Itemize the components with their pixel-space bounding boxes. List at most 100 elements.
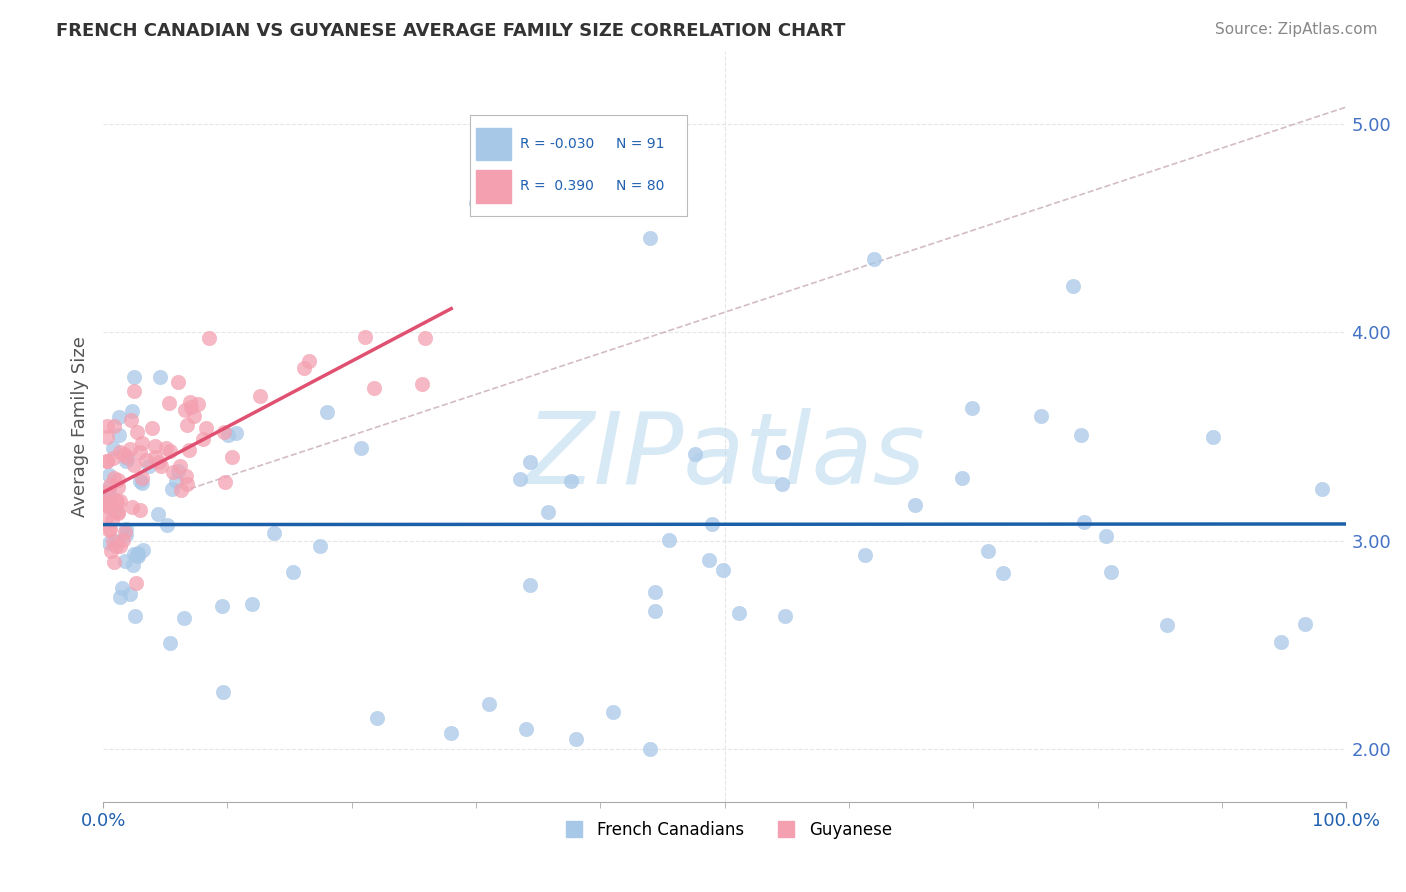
Point xyxy=(131,476,153,491)
Point xyxy=(115,522,138,536)
Point xyxy=(103,555,125,569)
Point xyxy=(564,731,586,746)
Point xyxy=(122,458,145,472)
Point xyxy=(107,506,129,520)
Point xyxy=(773,609,796,624)
Point xyxy=(1095,529,1118,543)
Point xyxy=(103,450,125,465)
Point xyxy=(173,611,195,625)
Point xyxy=(560,475,582,489)
Point xyxy=(96,418,118,433)
Point xyxy=(770,477,793,491)
Point xyxy=(124,547,146,561)
Point xyxy=(191,432,214,446)
Point xyxy=(214,475,236,489)
Point xyxy=(1294,617,1316,632)
Point xyxy=(135,453,157,467)
Point xyxy=(952,471,974,485)
Point xyxy=(98,536,121,550)
Text: ZIPatlas: ZIPatlas xyxy=(524,408,925,505)
Point xyxy=(96,454,118,468)
Point xyxy=(177,442,200,457)
Point xyxy=(104,493,127,508)
Point xyxy=(124,575,146,590)
Text: Source: ZipAtlas.com: Source: ZipAtlas.com xyxy=(1215,22,1378,37)
Point xyxy=(638,742,661,756)
Point xyxy=(131,543,153,558)
Point xyxy=(105,534,128,549)
Point xyxy=(96,454,118,468)
Point xyxy=(98,489,121,503)
Point xyxy=(118,442,141,456)
Point xyxy=(124,609,146,624)
Point xyxy=(1099,565,1122,579)
Point xyxy=(101,513,124,527)
Point xyxy=(728,606,751,620)
Point xyxy=(108,494,131,508)
Point xyxy=(366,711,388,725)
Point xyxy=(411,376,433,391)
Point xyxy=(176,477,198,491)
Point xyxy=(176,417,198,432)
Point xyxy=(1156,617,1178,632)
Point xyxy=(105,539,128,553)
Point xyxy=(122,370,145,384)
Point xyxy=(440,725,463,739)
Point xyxy=(97,493,120,508)
Point xyxy=(644,584,666,599)
Point xyxy=(129,474,152,488)
Point xyxy=(108,409,131,424)
Point xyxy=(107,474,129,488)
Point xyxy=(683,447,706,461)
Point xyxy=(465,196,488,211)
Point xyxy=(146,507,169,521)
Point xyxy=(1073,515,1095,529)
Point xyxy=(159,636,181,650)
Point xyxy=(118,587,141,601)
Point xyxy=(115,528,138,542)
Point xyxy=(170,483,193,497)
Point xyxy=(101,533,124,548)
Point xyxy=(160,482,183,496)
Point xyxy=(853,548,876,562)
Point xyxy=(112,447,135,461)
Point xyxy=(249,389,271,403)
Point xyxy=(644,604,666,618)
Point xyxy=(98,478,121,492)
Y-axis label: Average Family Size: Average Family Size xyxy=(72,335,89,516)
Point xyxy=(111,533,134,548)
Point xyxy=(863,252,886,267)
Point xyxy=(221,450,243,464)
Point xyxy=(105,495,128,509)
Point xyxy=(98,522,121,536)
Point xyxy=(515,722,537,736)
Point xyxy=(711,563,734,577)
Point xyxy=(169,458,191,473)
Point xyxy=(477,697,499,711)
Point xyxy=(114,554,136,568)
Point xyxy=(960,401,983,416)
Point xyxy=(211,685,233,699)
Point xyxy=(212,425,235,439)
Point xyxy=(180,401,202,415)
Point xyxy=(1310,482,1333,496)
Point xyxy=(98,524,121,538)
Point xyxy=(127,425,149,439)
Point xyxy=(122,384,145,398)
Point xyxy=(141,421,163,435)
Point xyxy=(115,450,138,465)
Point xyxy=(195,420,218,434)
Point xyxy=(108,539,131,553)
Point xyxy=(187,397,209,411)
Point xyxy=(97,497,120,511)
Point xyxy=(350,441,373,455)
Point xyxy=(991,566,1014,580)
Point xyxy=(699,552,721,566)
Point xyxy=(149,458,172,473)
Point xyxy=(976,544,998,558)
Point xyxy=(217,427,239,442)
Point xyxy=(110,445,132,459)
Point xyxy=(138,458,160,473)
Point xyxy=(96,430,118,444)
Point xyxy=(115,450,138,464)
